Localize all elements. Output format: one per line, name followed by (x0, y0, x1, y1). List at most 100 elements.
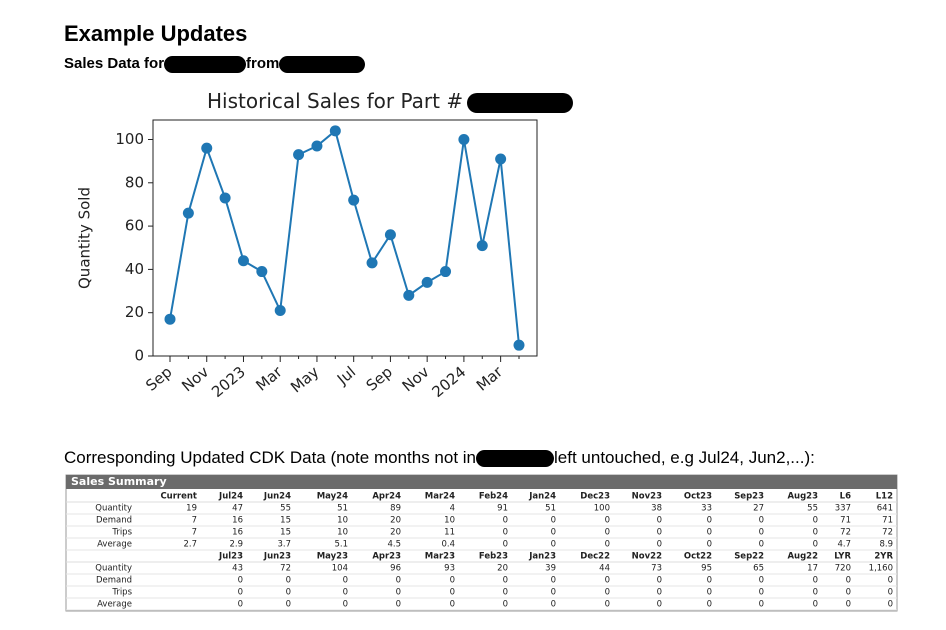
table-header-bar (66, 475, 897, 489)
cell: 0 (238, 588, 243, 598)
cell: 0 (605, 540, 610, 550)
cell: 0 (759, 576, 764, 586)
cell: 10 (337, 516, 348, 526)
data-point (293, 149, 305, 161)
data-point (348, 194, 360, 206)
y-tick-label: 80 (125, 173, 144, 191)
cell: 0 (707, 528, 712, 538)
data-point (182, 207, 194, 219)
x-tick-label: Sep (142, 363, 175, 395)
cell: 0 (551, 528, 556, 538)
cell: 65 (753, 564, 764, 574)
cell: 10 (337, 528, 348, 538)
subtitle-join: from (246, 55, 280, 72)
column-header: Feb23 (479, 552, 508, 562)
cell: 0 (657, 576, 662, 586)
x-tick-label: Jul (333, 363, 359, 389)
cell: 15 (280, 528, 291, 538)
cell: 5.1 (334, 540, 348, 550)
cell: 0 (759, 528, 764, 538)
column-header: Sep23 (734, 492, 764, 502)
x-tick-label: Nov (399, 363, 433, 396)
cell: 0 (343, 588, 348, 598)
cell: 1,160 (869, 564, 893, 574)
cell: 0 (813, 600, 818, 610)
data-point (329, 125, 341, 137)
cell: 0 (396, 600, 401, 610)
cell: 0 (238, 576, 243, 586)
cell: 33 (701, 504, 712, 514)
cell: 0 (503, 516, 508, 526)
cell: 0 (551, 576, 556, 586)
y-tick-label: 20 (125, 303, 144, 321)
caption-after: left untouched, e.g Jul24, Jun2,...): (554, 448, 815, 467)
cell: 0 (657, 600, 662, 610)
row-label: Quantity (95, 564, 132, 574)
column-header: Aug22 (787, 552, 818, 562)
column-header: Oct23 (684, 492, 712, 502)
chart-title: Historical Sales for Part # (207, 89, 464, 113)
cell: 15 (280, 516, 291, 526)
cell: 0 (707, 588, 712, 598)
row-label: Demand (96, 516, 132, 526)
cell: 0 (343, 576, 348, 586)
cell: 0 (605, 516, 610, 526)
cell: 0 (551, 600, 556, 610)
cell: 0 (888, 576, 893, 586)
cell: 0 (813, 528, 818, 538)
cell: 0 (888, 588, 893, 598)
cell: 10 (444, 516, 455, 526)
row-label: Demand (96, 576, 132, 586)
cell: 0 (503, 528, 508, 538)
row-label: Average (97, 540, 132, 550)
cell: 0 (759, 540, 764, 550)
cell: 16 (232, 516, 243, 526)
plot-frame (152, 119, 538, 357)
column-header: Dec23 (580, 492, 610, 502)
data-point (458, 133, 470, 145)
data-point (201, 142, 213, 154)
data-point (219, 192, 231, 204)
data-point (256, 266, 268, 278)
cell: 55 (807, 504, 818, 514)
cell: 104 (332, 564, 348, 574)
cell: 16 (232, 528, 243, 538)
cell: 720 (835, 564, 851, 574)
column-header: Mar24 (425, 492, 455, 502)
cell: 0 (759, 600, 764, 610)
subtitle-text: Sales Data for (64, 55, 165, 72)
cell: 89 (390, 504, 401, 514)
cell: 100 (594, 504, 610, 514)
cell: 95 (701, 564, 712, 574)
cell: 72 (280, 564, 291, 574)
cell: 0 (396, 576, 401, 586)
row-label: Quantity (95, 504, 132, 514)
caption-before: Corresponding Updated CDK Data (note mon… (64, 448, 477, 467)
cell: 0 (657, 588, 662, 598)
column-header: Nov22 (632, 552, 662, 562)
cell: 3.7 (277, 540, 291, 550)
cell: 20 (497, 564, 508, 574)
data-point (237, 255, 249, 267)
column-header: L6 (840, 492, 851, 502)
column-header: Jul23 (218, 552, 243, 562)
cell: 43 (232, 564, 243, 574)
cell: 73 (651, 564, 662, 574)
data-point (476, 240, 488, 252)
data-line (169, 129, 520, 346)
x-tick-label: May (287, 363, 322, 397)
cell: 0 (846, 588, 851, 598)
cell: 0 (286, 576, 291, 586)
table-title: Sales Summary (71, 475, 167, 488)
x-tick-label: 2023 (208, 363, 249, 401)
cell: 71 (840, 516, 851, 526)
cell: 0 (605, 600, 610, 610)
cell: 19 (186, 504, 197, 514)
cell: 0 (605, 576, 610, 586)
y-tick-label: 40 (125, 260, 144, 278)
data-point (311, 140, 323, 152)
data-point (274, 305, 286, 317)
cell: 0 (707, 600, 712, 610)
